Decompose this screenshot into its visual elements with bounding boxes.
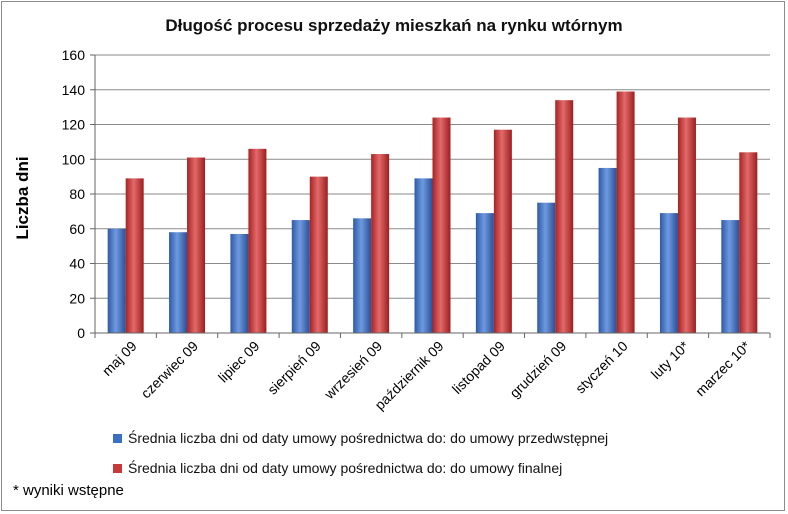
y-tick-label: 0: [77, 325, 85, 341]
x-tick-label: styczeń 10: [572, 338, 631, 397]
axes: [90, 54, 771, 338]
legend-label-series-1: Średnia liczba dni od daty umowy pośredn…: [128, 430, 609, 446]
bar-przedwstepna: [169, 232, 188, 333]
bars: [107, 91, 758, 333]
bar-finalna: [125, 178, 144, 333]
legend-item-series-2: Średnia liczba dni od daty umowy pośredn…: [113, 460, 562, 476]
bar-finalna: [739, 152, 758, 333]
bar-przedwstepna: [107, 228, 126, 333]
bar-finalna: [371, 154, 390, 333]
x-tick-label: luty 10*: [648, 337, 693, 382]
bar-finalna: [493, 129, 512, 333]
bar-finalna: [555, 100, 574, 333]
bar-finalna: [616, 91, 635, 333]
legend-item-series-1: Średnia liczba dni od daty umowy pośredn…: [113, 430, 608, 446]
y-tick-label: 100: [62, 151, 86, 167]
bar-przedwstepna: [230, 233, 249, 333]
bar-przedwstepna: [721, 220, 740, 333]
bar-finalna: [309, 176, 328, 333]
x-tick-label: marzec 10*: [692, 337, 754, 399]
bar-przedwstepna: [353, 218, 372, 333]
y-tick-label: 40: [69, 256, 85, 272]
y-tick-label: 120: [62, 117, 86, 133]
bar-przedwstepna: [537, 202, 556, 333]
footnote: * wyniki wstępne: [13, 482, 124, 499]
x-tick-label: lipiec 09: [215, 338, 263, 386]
bar-przedwstepna: [598, 167, 617, 333]
legend-label-series-2: Średnia liczba dni od daty umowy pośredn…: [128, 460, 563, 476]
legend-swatch-red: [113, 463, 122, 473]
y-tick-label: 60: [69, 221, 85, 237]
x-tick-label: sierpień 09: [264, 338, 324, 398]
bar-finalna: [677, 117, 696, 333]
bar-finalna: [187, 157, 206, 333]
x-tick-label: grudzień 09: [506, 338, 569, 401]
bar-przedwstepna: [414, 178, 433, 333]
chart-title: Długość procesu sprzedaży mieszkań na ry…: [165, 16, 623, 35]
y-tick-label: 80: [69, 186, 85, 202]
y-tick-label: 160: [62, 47, 86, 63]
legend-swatch-blue: [113, 433, 122, 443]
bar-finalna: [248, 148, 267, 333]
bar-finalna: [432, 117, 451, 333]
y-tick-labels: 0 20 40 60 80 100 120 140 160: [62, 47, 86, 341]
bar-przedwstepna: [659, 213, 678, 333]
x-tick-label: maj 09: [99, 338, 140, 379]
y-tick-label: 140: [62, 82, 86, 98]
x-tick-label: listopad 09: [449, 338, 508, 397]
bar-przedwstepna: [475, 213, 494, 333]
x-tick-label: wrzesień 09: [320, 338, 385, 403]
y-tick-label: 20: [69, 290, 85, 306]
x-tick-label: czerwiec 09: [138, 338, 202, 402]
bar-przedwstepna: [291, 220, 310, 333]
